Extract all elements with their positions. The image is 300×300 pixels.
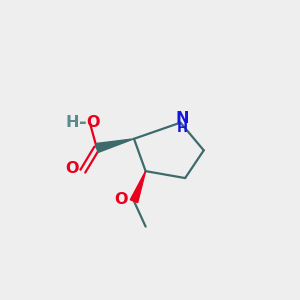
Text: -: - [80, 113, 87, 132]
Text: O: O [86, 115, 99, 130]
Text: H: H [66, 115, 79, 130]
Text: N: N [176, 110, 189, 125]
Text: H: H [177, 122, 188, 135]
Text: O: O [66, 161, 79, 176]
Polygon shape [130, 171, 146, 202]
Polygon shape [96, 139, 134, 152]
Text: O: O [115, 192, 128, 207]
